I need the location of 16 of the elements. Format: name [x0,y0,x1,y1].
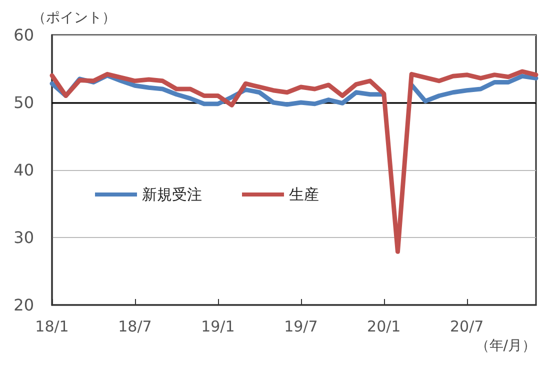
y-tick-label: 30 [14,228,34,247]
x-tick-label: 19/7 [284,318,318,336]
legend-label: 新規受注 [142,186,202,204]
y-tick-label: 50 [14,93,34,112]
x-tick-label: 18/1 [35,318,69,336]
x-tick-label: 20/7 [450,318,484,336]
x-tick-label: 20/1 [367,318,401,336]
x-tick-label: 18/7 [118,318,152,336]
line-series [50,69,538,254]
y-tick-label: 20 [14,296,34,314]
y-tick-label: 40 [14,160,34,180]
y-tick-label: 60 [14,26,34,44]
legend-label: 生産 [289,186,319,204]
y-axis-title: （ポイント） [32,10,116,26]
x-axis-title: （年/月） [475,338,536,354]
x-tick-label: 19/1 [201,318,235,336]
